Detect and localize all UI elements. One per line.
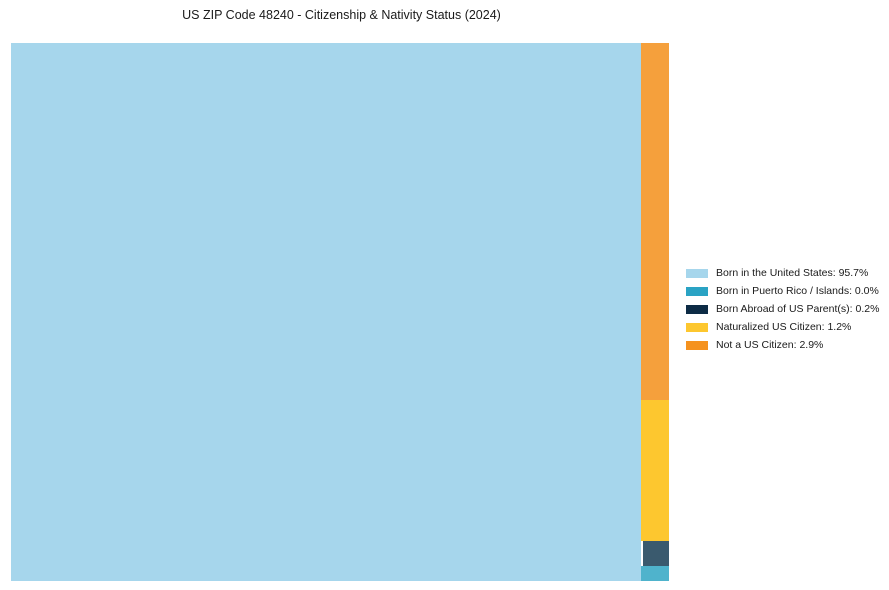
legend-swatch-icon xyxy=(686,305,708,314)
mosaic-cell[interactable] xyxy=(643,540,669,566)
chart-legend: Born in the United States: 95.7% Born in … xyxy=(686,265,886,355)
legend-swatch-icon xyxy=(686,287,708,296)
legend-item[interactable]: Born in Puerto Rico / Islands: 0.0% xyxy=(686,283,886,301)
mosaic-cell[interactable] xyxy=(641,565,669,581)
mosaic-cell[interactable] xyxy=(641,399,669,541)
legend-item[interactable]: Naturalized US Citizen: 1.2% xyxy=(686,319,886,337)
chart-title: US ZIP Code 48240 - Citizenship & Nativi… xyxy=(182,8,501,22)
legend-item[interactable]: Born Abroad of US Parent(s): 0.2% xyxy=(686,301,886,319)
legend-item-label: Not a US Citizen: 2.9% xyxy=(716,339,824,351)
legend-item-label: Born Abroad of US Parent(s): 0.2% xyxy=(716,303,880,315)
mosaic-cell[interactable] xyxy=(641,43,669,400)
legend-swatch-icon xyxy=(686,341,708,350)
legend-item-label: Born in Puerto Rico / Islands: 0.0% xyxy=(716,285,879,297)
mosaic-plot-area xyxy=(11,43,669,581)
legend-item[interactable]: Born in the United States: 95.7% xyxy=(686,265,886,283)
legend-item-label: Born in the United States: 95.7% xyxy=(716,267,869,279)
legend-item-label: Naturalized US Citizen: 1.2% xyxy=(716,321,852,333)
legend-item[interactable]: Not a US Citizen: 2.9% xyxy=(686,337,886,355)
legend-swatch-icon xyxy=(686,269,708,278)
mosaic-cell[interactable] xyxy=(11,43,642,581)
legend-swatch-icon xyxy=(686,323,708,332)
